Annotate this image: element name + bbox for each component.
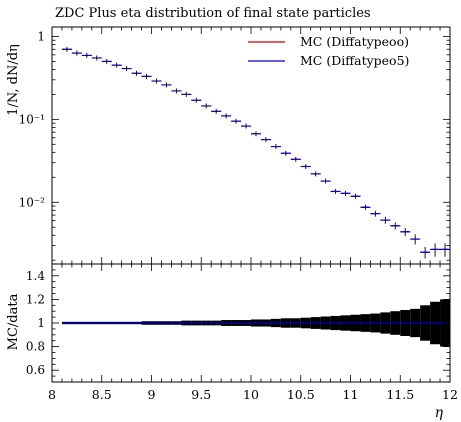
x-tick-label: 8.5: [92, 387, 112, 402]
ratio-y-tick-label: 1.4: [26, 269, 45, 283]
legend-label-diffatypeo5: MC (Diffatypeo5): [300, 53, 409, 68]
x-tick-label: 12: [442, 387, 458, 402]
x-tick-label: 10.5: [287, 387, 315, 402]
x-tick-label: 10: [243, 387, 259, 402]
main-plot-ticks: 1 10⁻¹ 10⁻²: [19, 27, 451, 264]
x-tick-label: 11.5: [386, 387, 414, 402]
x-axis-label: η: [435, 405, 444, 421]
ratio-plot-ticks: 0.6 0.8 1 1.2 1.4: [26, 264, 451, 383]
chart-title: ZDC Plus eta distribution of final state…: [55, 6, 371, 21]
y-tick-label: 10⁻²: [19, 195, 46, 209]
x-tick-label: 8: [48, 387, 56, 402]
x-tick-label: 9: [148, 387, 156, 402]
legend: MC (Diffatypeoo) MC (Diffatypeo5): [248, 34, 409, 68]
y-tick-label: 10⁻¹: [19, 112, 45, 126]
ratio-y-tick-label: 1: [37, 316, 45, 330]
x-tick-label: 11: [343, 387, 359, 402]
x-tick-label: 9.5: [191, 387, 211, 402]
y-tick-label: 1: [37, 29, 45, 43]
ratio-y-tick-label: 1.2: [26, 292, 45, 306]
ratio-y-axis-label: MC/data: [6, 293, 21, 350]
main-y-axis-label: 1/N, dN/dη: [6, 44, 21, 116]
legend-label-diffatypeoo: MC (Diffatypeoo): [300, 34, 409, 49]
main-plot-data: [61, 46, 450, 259]
ratio-band: [61, 299, 450, 347]
x-tick-labels: 8 8.5 9 9.5 10 10.5 11 11.5 12: [48, 387, 458, 402]
ratio-y-tick-label: 0.6: [26, 363, 45, 377]
ratio-y-tick-label: 0.8: [26, 340, 45, 354]
